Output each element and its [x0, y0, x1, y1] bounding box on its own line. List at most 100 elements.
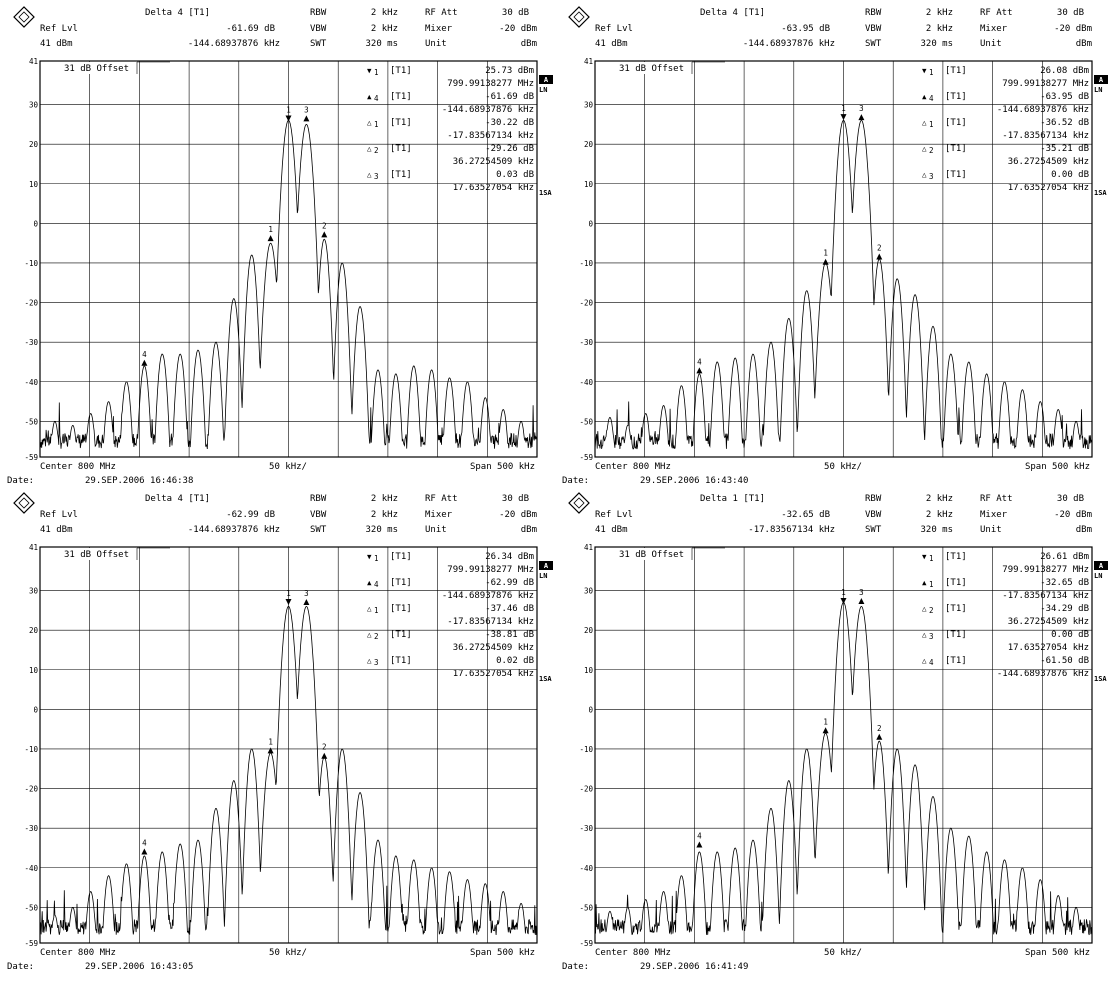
marker-trace-tag: [T1]: [390, 656, 412, 666]
swt-label: SWT: [865, 525, 882, 535]
marker-value: 0.03 dB: [496, 170, 534, 180]
rf-att-label: RF Att: [980, 494, 1013, 504]
marker-trace-tag: [T1]: [390, 118, 412, 128]
mixer-value: -20 dBm: [1054, 24, 1092, 34]
rbw-label: RBW: [310, 8, 327, 18]
ref-level-label: Ref Lvl: [40, 24, 78, 34]
trace-marker: 1: [285, 105, 292, 122]
y-tick-label: 41: [29, 57, 38, 66]
marker-value: -36.52 dB: [1040, 118, 1089, 128]
marker-value: -62.99 dB: [485, 578, 534, 588]
marker-trace-tag: [T1]: [390, 92, 412, 102]
unit-value: dBm: [1076, 39, 1092, 49]
y-tick-label: -40: [24, 864, 38, 873]
rf-att-label: RF Att: [980, 8, 1013, 18]
trace-marker: 1: [267, 225, 274, 242]
trace-a-badge: [1094, 561, 1108, 570]
marker-value: -29.26 dB: [485, 144, 534, 154]
marker-symbol-icon: ▼: [367, 552, 372, 561]
trace-marker-label: 4: [697, 357, 702, 366]
trace-marker-label: 1: [286, 105, 291, 114]
date-value: 29.SEP.2006 16:46:38: [85, 476, 193, 486]
y-tick-label: 30: [29, 587, 39, 596]
trace-a-label: A: [1099, 562, 1104, 570]
date-label: Date:: [7, 962, 34, 972]
marker-frequency: -144.68937876 kHz: [997, 105, 1089, 115]
y-tick-label: 20: [29, 626, 39, 635]
ln-indicator: LN: [539, 572, 547, 580]
marker-frequency: -144.68937876 kHz: [442, 591, 534, 601]
marker-frequency: 799.99138277 MHz: [447, 565, 534, 575]
y-tick-label: 10: [584, 666, 594, 675]
trace-marker-label: 4: [142, 838, 147, 847]
marker-trace-tag: [T1]: [945, 92, 967, 102]
offset-box: [596, 62, 692, 74]
marker-frequency: 799.99138277 MHz: [1002, 565, 1089, 575]
marker-index: 1: [929, 68, 934, 77]
marker-symbol-icon: △: [367, 656, 372, 665]
rbw-label: RBW: [310, 494, 327, 504]
marker-frequency: 36.27254509 kHz: [453, 157, 534, 167]
trace-marker: 3: [303, 589, 310, 605]
trace-marker-label: 4: [697, 832, 702, 841]
trace-marker: 1: [285, 589, 292, 606]
swt-value: 320 ms: [365, 525, 398, 535]
marker-index: 1: [929, 580, 934, 589]
y-tick-label: 30: [584, 101, 594, 110]
span-value: Span 500 kHz: [1025, 462, 1090, 472]
marker-symbol-icon: △: [367, 144, 372, 153]
trace-marker-label: 1: [823, 717, 828, 726]
marker-frequency: -144.68937876 kHz: [997, 669, 1089, 679]
y-tick-label: -50: [24, 417, 38, 426]
swt-label: SWT: [310, 525, 327, 535]
y-tick-label: -30: [579, 338, 593, 347]
mixer-value: -20 dBm: [1054, 510, 1092, 520]
mixer-label: Mixer: [980, 510, 1008, 520]
trace-a-badge: [539, 75, 553, 84]
rf-att-value: 30 dB: [1057, 494, 1084, 504]
marker-value: 26.61 dBm: [1040, 552, 1089, 562]
marker-symbol-icon: ▼: [922, 552, 927, 561]
ln-indicator: LN: [1094, 572, 1102, 580]
marker-value: 0.02 dB: [496, 656, 534, 666]
marker-frequency: -17.83567134 kHz: [1002, 591, 1089, 601]
offset-box: [596, 548, 692, 560]
marker-index: 1: [374, 606, 379, 615]
date-value: 29.SEP.2006 16:43:05: [85, 962, 193, 972]
trace-marker: 1: [840, 104, 847, 121]
y-tick-label: -59: [24, 453, 38, 462]
rbw-label: RBW: [865, 494, 882, 504]
rbw-value: 2 kHz: [371, 494, 398, 504]
delta-value: -63.95 dB: [781, 24, 830, 34]
trace-marker: 4: [696, 357, 703, 374]
y-tick-label: 0: [33, 219, 38, 228]
trace-marker: 3: [303, 105, 310, 122]
span-value: Span 500 kHz: [470, 462, 535, 472]
ref-level-value: 41 dBm: [40, 39, 73, 49]
marker-index: 2: [929, 146, 934, 155]
marker-symbol-icon: △: [367, 118, 372, 127]
y-tick-label: -20: [24, 299, 38, 308]
marker-value: -61.69 dB: [485, 92, 534, 102]
delta-value: -32.65 dB: [781, 510, 830, 520]
y-tick-label: -20: [579, 299, 593, 308]
rf-att-value: 30 dB: [502, 494, 529, 504]
vbw-value: 2 kHz: [371, 510, 398, 520]
marker-symbol-icon: ▼: [367, 66, 372, 75]
vbw-label: VBW: [310, 510, 327, 520]
unit-label: Unit: [425, 39, 447, 49]
marker-value: 26.34 dBm: [485, 552, 534, 562]
swt-value: 320 ms: [365, 39, 398, 49]
marker-trace-tag: [T1]: [945, 630, 967, 640]
marker-trace-tag: [T1]: [390, 604, 412, 614]
marker-function-title: Delta 4 [T1]: [700, 8, 765, 18]
marker-index: 4: [374, 580, 379, 589]
marker-symbol-icon: △: [922, 604, 927, 613]
marker-value: 25.73 dBm: [485, 66, 534, 76]
trace-marker-label: 1: [268, 225, 273, 234]
y-tick-label: 20: [584, 140, 594, 149]
rf-att-value: 30 dB: [502, 8, 529, 18]
vbw-label: VBW: [865, 24, 882, 34]
marker-symbol-icon: ▲: [922, 578, 927, 587]
